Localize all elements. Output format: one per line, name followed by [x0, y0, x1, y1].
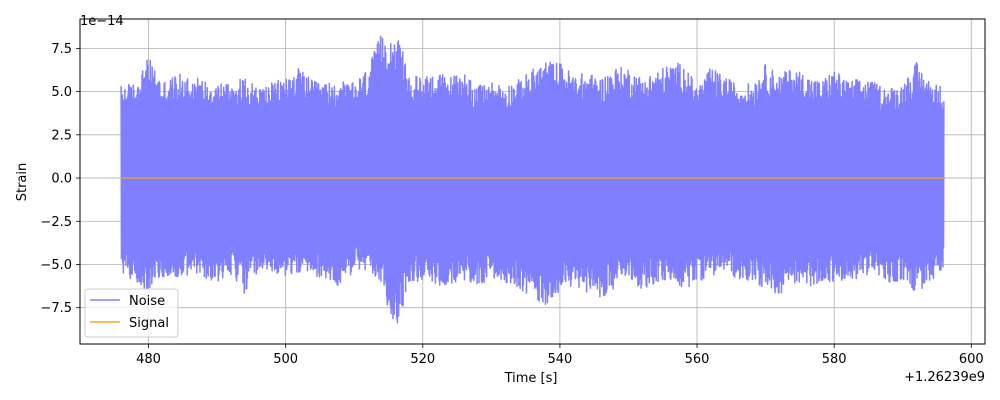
y-tick-label: 5.0	[51, 85, 72, 100]
x-tick-label: 520	[410, 352, 435, 367]
y-axis-ticks: 7.5 5.0 2.5 0.0 −2.5 −5.0 −7.5	[40, 42, 80, 316]
y-scale-multiplier: 1e−14	[80, 14, 124, 29]
plot-frame	[79, 18, 986, 345]
x-tick-label: 580	[822, 352, 847, 367]
x-tick-label: 480	[136, 352, 161, 367]
x-tick-label: 600	[959, 352, 984, 367]
y-tick-label: −7.5	[40, 301, 72, 316]
x-tick-label: 540	[548, 352, 573, 367]
y-axis-label: Strain	[15, 163, 30, 202]
x-axis-ticks: 480 500 520 540 560 580 600	[136, 344, 984, 367]
legend: Noise Signal	[84, 288, 179, 338]
y-tick-label: 2.5	[51, 128, 72, 143]
x-offset-text: +1.26239e9	[904, 370, 985, 385]
y-tick-label: 7.5	[51, 42, 72, 57]
legend-noise-label: Noise	[129, 294, 165, 309]
x-axis-label: Time [s]	[504, 371, 558, 386]
y-tick-label: −2.5	[40, 215, 72, 230]
x-tick-label: 500	[273, 352, 298, 367]
x-tick-label: 560	[685, 352, 710, 367]
legend-box	[84, 288, 179, 338]
plot-series	[120, 35, 945, 324]
noise-series-line	[120, 35, 945, 324]
legend-signal-label: Signal	[129, 316, 169, 331]
y-tick-label: 0.0	[51, 172, 72, 187]
y-tick-label: −5.0	[40, 258, 72, 273]
